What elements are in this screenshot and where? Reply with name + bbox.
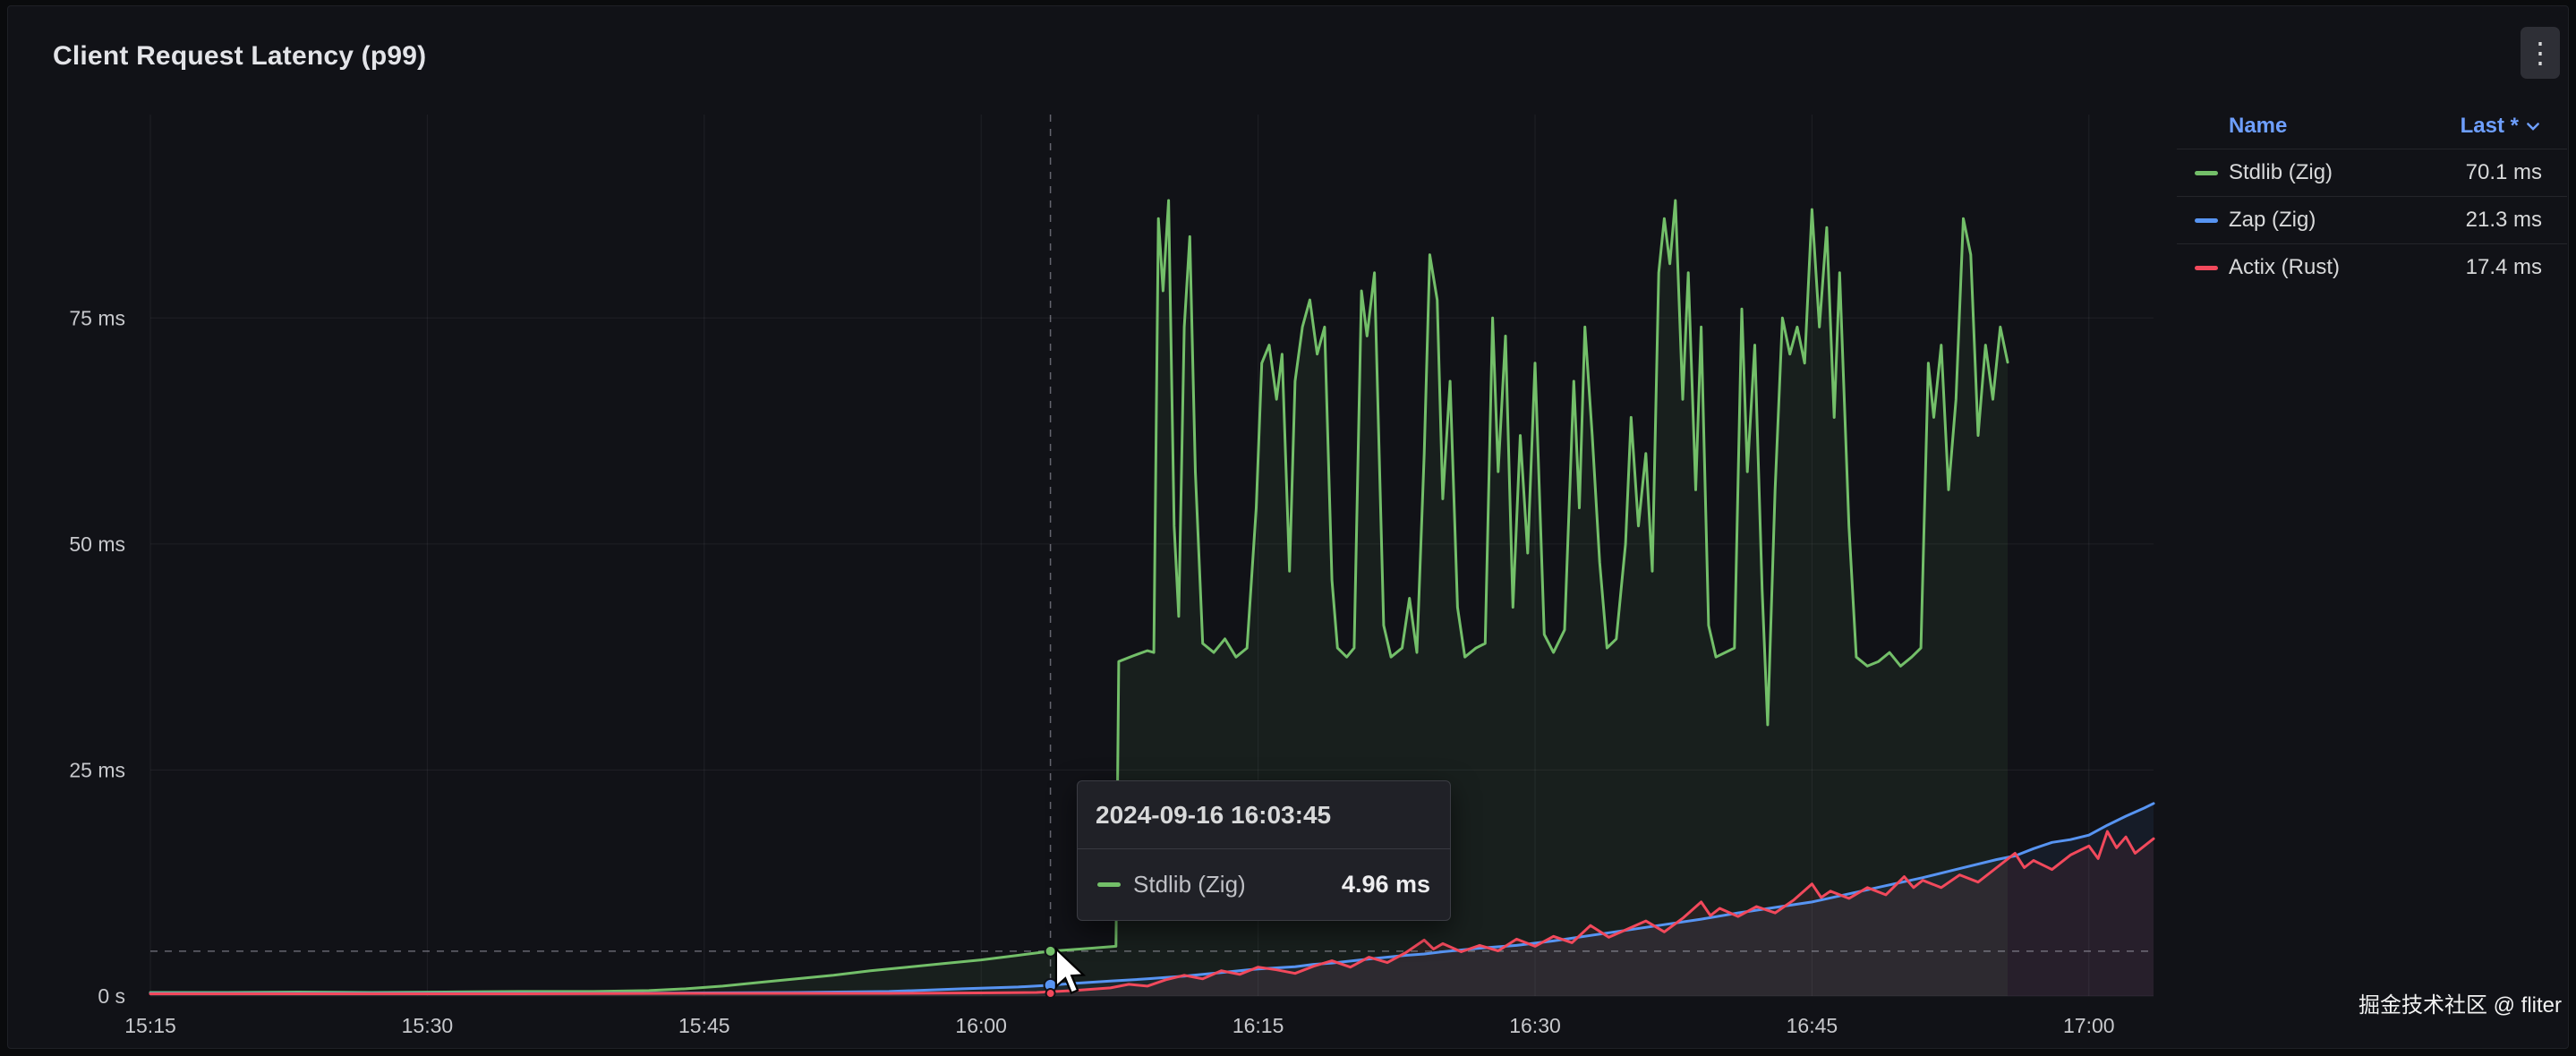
legend-item-value: 17.4 ms (2465, 255, 2542, 279)
series-line-actix-rust (149, 830, 2155, 995)
legend-item-value: 70.1 ms (2465, 160, 2542, 184)
legend-header-last-label: Last * (2460, 114, 2519, 138)
y-axis-label: 0 s (98, 984, 125, 1008)
legend-item-value: 21.3 ms (2465, 208, 2542, 232)
hover-point-stdlib-zig (1044, 944, 1057, 958)
tooltip-series-value: 4.96 ms (1341, 871, 1430, 898)
chart-tooltip: 2024-09-16 16:03:45 Stdlib (Zig) 4.96 ms (1077, 780, 1451, 921)
series-color-marker (1097, 882, 1121, 887)
legend-header: Name Last * (2177, 104, 2567, 149)
legend-header-last[interactable]: Last * (2461, 114, 2542, 139)
x-axis-label: 15:30 (402, 1014, 454, 1037)
legend-item-label: Actix (Rust) (2229, 255, 2341, 279)
x-axis-label: 17:00 (2063, 1014, 2115, 1037)
x-axis-label: 15:15 (124, 1014, 176, 1037)
series-color-marker (2195, 265, 2218, 270)
tooltip-timestamp: 2024-09-16 16:03:45 (1078, 781, 1450, 849)
legend-item-label: Stdlib (Zig) (2229, 160, 2333, 184)
legend-header-name[interactable]: Name (2229, 114, 2288, 138)
series-area-actix-rust (150, 831, 2154, 996)
series-area-stdlib-zig (150, 200, 2008, 996)
series-line-stdlib-zig (149, 199, 2009, 994)
x-axis-label: 16:00 (955, 1014, 1007, 1037)
x-axis-label: 16:30 (1509, 1014, 1561, 1037)
legend-item-stdlib-zig[interactable]: Stdlib (Zig) 70.1 ms (2177, 149, 2567, 196)
tooltip-series-row: Stdlib (Zig) 4.96 ms (1078, 849, 1450, 920)
watermark: 掘金技术社区 @ fliter (2358, 993, 2562, 1018)
y-axis-label: 25 ms (69, 758, 125, 781)
legend-item-zap-zig[interactable]: Zap (Zig) 21.3 ms (2177, 196, 2567, 243)
series-area-zap-zig (150, 803, 2154, 996)
legend-table: Name Last * Stdlib (Zig) 70.1 ms Zap (Zi… (2177, 104, 2567, 291)
series-line-zap-zig (149, 802, 2155, 995)
series-color-marker (2195, 170, 2218, 175)
x-axis-label: 16:45 (1787, 1014, 1838, 1037)
kebab-icon: ⋮ (2526, 37, 2555, 69)
x-axis-label: 15:45 (678, 1014, 730, 1037)
tooltip-series-label: Stdlib (Zig) (1133, 871, 1246, 898)
y-axis-label: 50 ms (69, 532, 125, 556)
hover-point-actix-rust (1045, 988, 1056, 999)
x-axis-label: 16:15 (1233, 1014, 1284, 1037)
legend-item-actix-rust[interactable]: Actix (Rust) 17.4 ms (2177, 243, 2567, 291)
series-color-marker (2195, 217, 2218, 223)
legend-item-label: Zap (Zig) (2229, 208, 2316, 232)
panel-title: Client Request Latency (p99) (53, 41, 427, 71)
panel-menu-button[interactable]: ⋮ (2521, 27, 2560, 79)
sort-desc-chevron-icon (2527, 123, 2539, 131)
y-axis-label: 75 ms (69, 306, 125, 329)
